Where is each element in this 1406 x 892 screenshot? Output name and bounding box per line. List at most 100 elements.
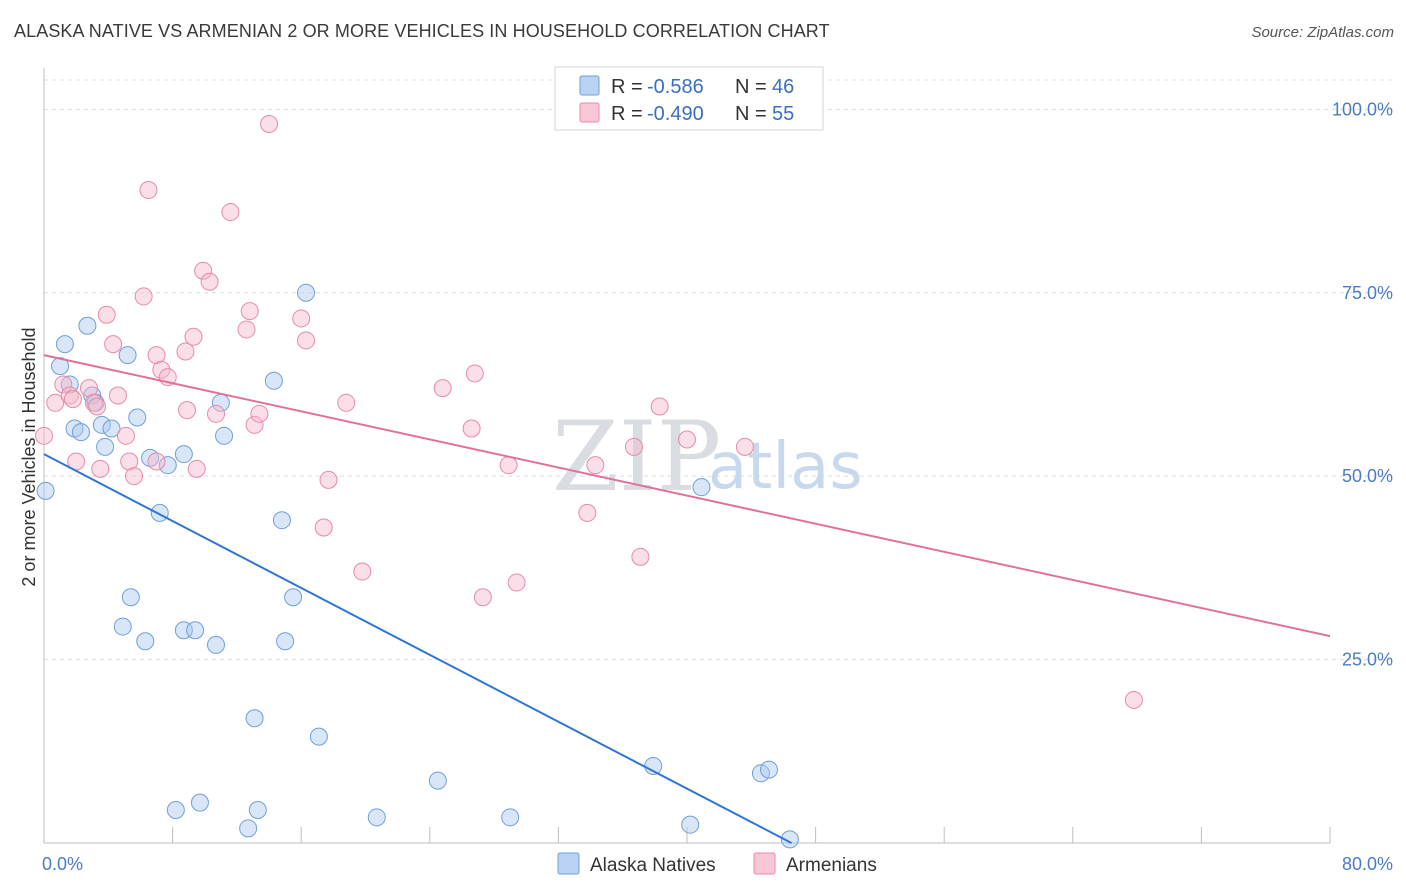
- data-point: [186, 621, 205, 640]
- series-points-armenian: [35, 115, 1143, 709]
- data-point: [108, 386, 127, 405]
- legend-swatch-armenian: [579, 102, 600, 123]
- data-point: [428, 771, 447, 790]
- data-point: [780, 830, 799, 849]
- data-point: [190, 793, 209, 812]
- data-point: [102, 419, 121, 438]
- data-points: [35, 115, 1143, 849]
- legend-n-label-alaska: N =: [735, 76, 767, 98]
- data-point: [46, 393, 65, 412]
- data-point: [507, 573, 526, 592]
- data-point: [297, 283, 316, 302]
- trend-line-armenian: [43, 354, 1331, 638]
- data-point: [80, 379, 99, 398]
- data-point: [309, 727, 328, 746]
- data-point: [462, 419, 481, 438]
- data-point: [264, 371, 283, 390]
- data-point: [63, 390, 82, 409]
- data-point: [113, 617, 132, 636]
- data-point: [207, 635, 226, 654]
- data-point: [200, 272, 219, 291]
- data-point: [194, 261, 213, 280]
- data-point: [578, 503, 597, 522]
- axes: [43, 68, 1331, 844]
- data-point: [158, 456, 177, 475]
- data-point: [631, 547, 650, 566]
- data-point: [104, 335, 123, 354]
- data-point: [237, 320, 256, 339]
- data-point: [91, 459, 110, 478]
- data-point: [272, 511, 291, 530]
- data-point: [150, 503, 169, 522]
- data-point: [221, 203, 240, 222]
- data-point: [239, 819, 258, 838]
- trend-line-alaska: [43, 453, 792, 844]
- data-point: [276, 632, 295, 651]
- y-tick-label: 25.0%: [1342, 650, 1393, 670]
- data-point: [187, 459, 206, 478]
- data-point: [353, 562, 372, 581]
- data-point: [586, 456, 605, 475]
- data-point: [692, 478, 711, 497]
- x-tick-label: 0.0%: [42, 854, 83, 874]
- data-point: [60, 375, 79, 394]
- data-point: [245, 709, 264, 728]
- data-point: [650, 397, 669, 416]
- data-point: [624, 437, 643, 456]
- data-point: [78, 316, 97, 335]
- data-point: [54, 375, 73, 394]
- data-point: [499, 456, 518, 475]
- chart-title: ALASKA NATIVE VS ARMENIAN 2 OR MORE VEHI…: [14, 21, 830, 41]
- data-point: [207, 404, 226, 423]
- bottom-legend-label-alaska: Alaska Natives: [590, 855, 716, 876]
- watermark-zip: ZIP: [552, 401, 721, 513]
- legend-box: [554, 66, 824, 131]
- data-point: [314, 518, 333, 537]
- data-point: [759, 760, 778, 779]
- y-axis-title: 2 or more Vehicles in Household: [19, 327, 39, 586]
- data-point: [297, 331, 316, 350]
- data-point: [176, 342, 195, 361]
- series-points-alaska: [36, 283, 799, 849]
- trend-lines: [43, 354, 1331, 844]
- watermark: ZIP atlas: [552, 401, 863, 513]
- data-point: [473, 588, 492, 607]
- data-point: [260, 115, 279, 134]
- data-point: [134, 287, 153, 306]
- data-point: [152, 360, 171, 379]
- data-point: [319, 470, 338, 489]
- data-point: [60, 386, 79, 405]
- data-point: [97, 305, 116, 324]
- data-point: [120, 452, 139, 471]
- legend-n-label-armenian: N =: [735, 103, 767, 125]
- data-point: [678, 430, 696, 449]
- data-point: [184, 327, 203, 346]
- data-point: [118, 346, 137, 365]
- y-tick-label: 75.0%: [1342, 283, 1393, 303]
- data-point: [245, 415, 264, 434]
- data-point: [92, 415, 111, 434]
- data-point: [121, 588, 140, 607]
- y-tick-label: 100.0%: [1332, 99, 1393, 119]
- bottom-legend-label-armenian: Armenians: [786, 855, 877, 876]
- data-point: [248, 800, 267, 819]
- data-point: [681, 815, 700, 834]
- legend-r-label-alaska: R =: [611, 76, 643, 98]
- data-point: [55, 335, 74, 354]
- data-point: [128, 408, 147, 427]
- data-point: [240, 302, 259, 321]
- data-point: [88, 397, 107, 416]
- data-point: [1124, 690, 1143, 709]
- legend-r-value-alaska: -0.586: [647, 76, 704, 98]
- data-point: [116, 426, 135, 445]
- data-point: [147, 452, 166, 471]
- series-legend: Alaska Natives Armenians: [557, 852, 877, 876]
- legend-r-label-armenian: R =: [611, 103, 643, 125]
- bottom-legend-swatch-armenian: [753, 852, 776, 875]
- data-point: [136, 632, 155, 651]
- data-point: [215, 426, 234, 445]
- legend-n-value-armenian: 55: [772, 103, 794, 125]
- y-tick-label: 50.0%: [1342, 466, 1393, 486]
- data-point: [96, 437, 115, 456]
- grid-lines: [44, 79, 1392, 661]
